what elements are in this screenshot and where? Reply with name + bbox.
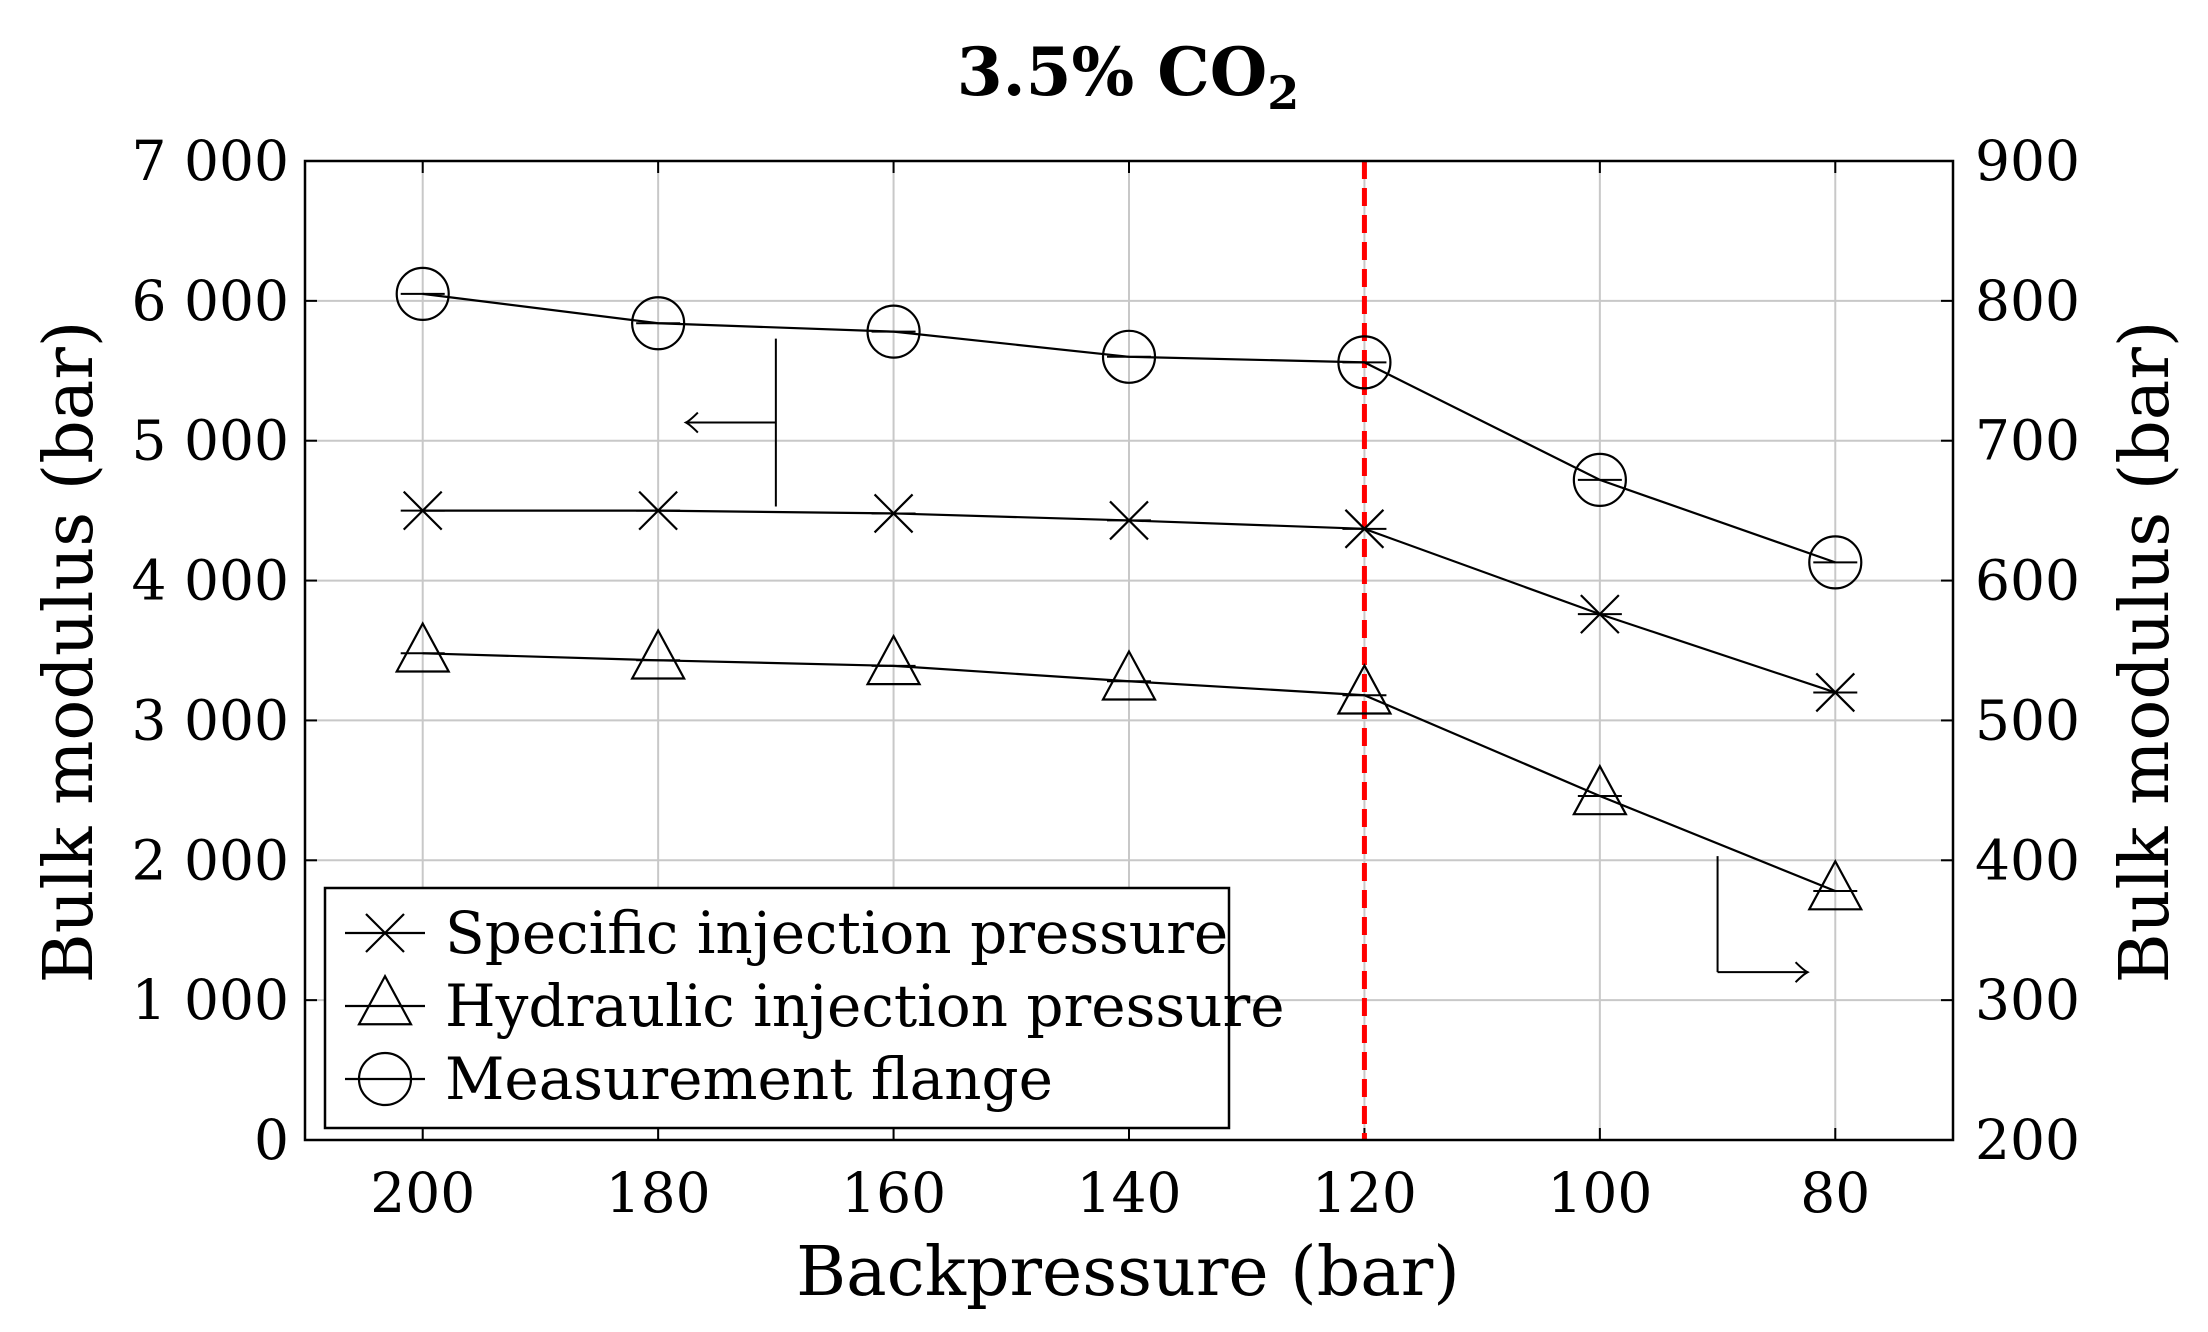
legend-label: Measurement flange (445, 1045, 1053, 1113)
pointer-head (1794, 961, 1810, 983)
data-point (1344, 509, 1385, 549)
y-tick-label: 2 000 (132, 828, 289, 892)
x-tick-labels: 200 180 160 140 120 100 80 (370, 1161, 1870, 1225)
legend-label: Hydraulic injection pressure (445, 972, 1285, 1040)
data-point (866, 304, 921, 359)
legend-marker (365, 913, 405, 953)
x-tick-label: 100 (1547, 1161, 1652, 1225)
data-point (394, 621, 451, 673)
series-triangle (394, 621, 1864, 911)
axis-pointer-left (683, 338, 777, 507)
data-point (1807, 858, 1864, 911)
axis-pointer-right (1716, 856, 1810, 983)
y2-tick-label: 400 (1975, 828, 2080, 892)
annotation-layer (683, 338, 1810, 983)
y-tick-label: 4 000 (132, 549, 289, 613)
data-point (1109, 500, 1149, 541)
y-tick-label: 5 000 (132, 409, 289, 473)
data-point (402, 490, 443, 531)
y-tick-label: 1 000 (132, 968, 289, 1032)
y-tick-label: 0 (254, 1108, 289, 1172)
legend-entry: Hydraulic injection pressure (345, 972, 1285, 1040)
data-point (873, 493, 914, 534)
data-point (1101, 329, 1157, 384)
y-tick-label: 3 000 (132, 688, 289, 752)
legend-box (323, 886, 1231, 1130)
y-tick-labels: 0 1 000 2 000 3 000 4 000 5 000 6 000 7 000 (132, 129, 289, 1172)
series-circle (395, 266, 1863, 590)
chart-title: 3.5% CO2 (957, 33, 1300, 120)
pointer-head (683, 411, 699, 434)
data-point (1101, 649, 1157, 701)
y-axis-label: Bulk modulus (bar) (30, 321, 109, 984)
data-point (631, 296, 686, 351)
data-point (630, 628, 686, 680)
y2-tick-label: 900 (1975, 129, 2080, 193)
data-point (1337, 335, 1392, 390)
data-point (638, 490, 678, 531)
y2-axis-label: Bulk modulus (bar) (2106, 321, 2185, 984)
x-tick-label: 200 (370, 1161, 475, 1225)
data-point (1580, 594, 1620, 634)
x-axis-label: Backpressure (bar) (796, 1233, 1460, 1312)
data-point (1572, 763, 1628, 816)
data-point (1572, 452, 1627, 507)
legend-entry: Measurement flange (345, 1045, 1053, 1113)
x-tick-label: 80 (1800, 1161, 1870, 1225)
data-point (865, 633, 922, 686)
data-point (1815, 672, 1856, 713)
x-tick-label: 160 (841, 1161, 946, 1225)
legend-marker (357, 973, 413, 1026)
y2-tick-label: 700 (1975, 409, 2080, 473)
legend-entry: Specific injection pressure (345, 899, 1228, 967)
y2-tick-label: 800 (1975, 269, 2080, 333)
y-tick-label: 7 000 (132, 129, 289, 193)
x-tick-label: 140 (1077, 1161, 1182, 1225)
x-tick-label: 120 (1312, 1161, 1417, 1225)
plot-frame (303, 159, 1955, 1142)
data-point (1336, 663, 1393, 715)
y2-tick-labels: 200 300 400 500 600 700 800 900 (1975, 129, 2080, 1172)
y-tick-label: 6 000 (132, 269, 289, 333)
series-layer (394, 266, 1864, 911)
series-x (400, 490, 1858, 713)
y2-tick-label: 500 (1975, 688, 2080, 752)
legend-label: Specific injection pressure (445, 899, 1228, 967)
y2-tick-label: 600 (1975, 549, 2080, 613)
data-point (1808, 535, 1863, 590)
y2-tick-label: 300 (1975, 968, 2080, 1032)
x-tick-label: 180 (606, 1161, 711, 1225)
y2-tick-label: 200 (1975, 1108, 2080, 1172)
legend-marker (357, 1051, 413, 1107)
data-point (395, 266, 450, 321)
